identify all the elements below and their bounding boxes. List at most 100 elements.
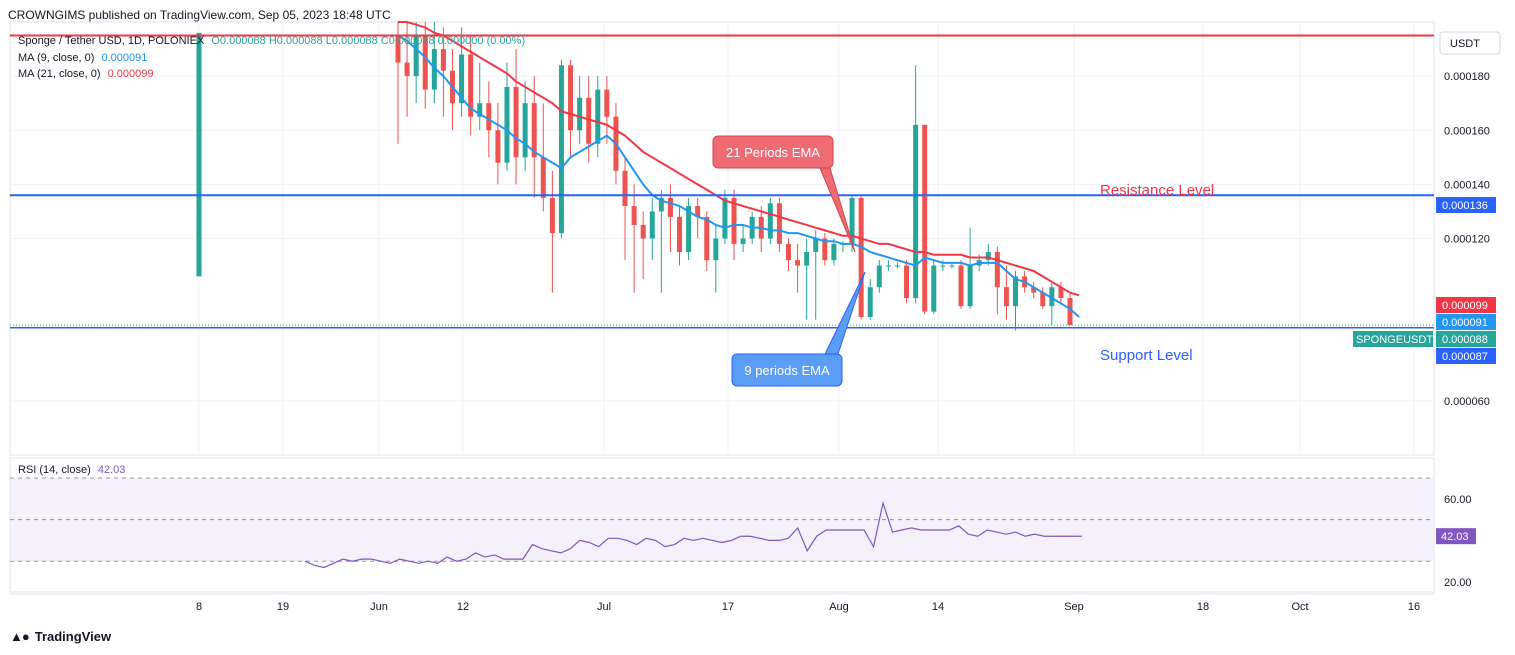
- symbol-tag-box: [1353, 331, 1433, 347]
- candle-body: [695, 206, 701, 217]
- candle-body: [649, 211, 655, 239]
- price-label-text: 0.000088: [1442, 334, 1488, 346]
- legend-ma9-value: 0.000091: [101, 52, 148, 64]
- candle-body: [949, 265, 955, 267]
- ema9-callout-text: 9 periods EMA: [744, 363, 830, 378]
- candle-body: [994, 252, 1000, 288]
- candle-body: [904, 265, 910, 299]
- currency-label: USDT: [1450, 38, 1480, 50]
- candle-body: [422, 35, 428, 90]
- candle-body: [767, 203, 773, 239]
- candle-body: [795, 260, 801, 266]
- price-label-box: [1436, 297, 1496, 313]
- candle-body: [586, 97, 592, 144]
- candle-body: [549, 197, 555, 234]
- candle-body: [622, 170, 628, 207]
- candle-body: [704, 216, 710, 261]
- legend-ma21-row[interactable]: MA (21, close, 0) 0.000099: [18, 68, 154, 80]
- rsi-value-label-box: [1436, 528, 1476, 545]
- ema21-callout-text: 21 Periods EMA: [726, 145, 820, 160]
- candle-body: [1031, 287, 1037, 293]
- time-tick-label: 16: [1408, 601, 1420, 613]
- publish-info: CROWNGIMS published on TradingView.com, …: [8, 8, 391, 22]
- legend-ma21-value: 0.000099: [107, 68, 154, 80]
- candle-body: [486, 103, 492, 131]
- candle-body: [1040, 292, 1046, 307]
- candle-body: [922, 124, 928, 312]
- candle-body: [822, 238, 828, 261]
- candle-body: [568, 65, 574, 131]
- candle-body: [867, 287, 873, 317]
- candle-body: [958, 265, 964, 307]
- legend-ohlc: O0.000088 H0.000088 L0.000088 C0.000088 …: [211, 35, 526, 47]
- ma21-line: [398, 21, 1080, 297]
- time-tick-label: Oct: [1291, 601, 1308, 613]
- price-label-box: [1436, 331, 1496, 347]
- time-tick-label: Jun: [370, 601, 388, 613]
- candle-body: [686, 206, 692, 253]
- candle-body: [440, 49, 446, 71]
- candle-body: [677, 216, 683, 253]
- rsi-tick-label: 20.00: [1444, 577, 1472, 589]
- candle-body: [885, 265, 891, 267]
- price-label-box: [1436, 314, 1496, 330]
- footer-brand-text: TradingView: [34, 629, 112, 644]
- candle-body: [1003, 287, 1009, 307]
- support-annotation: Support Level: [1100, 347, 1193, 364]
- candle-body: [776, 203, 782, 244]
- price-tick-label: 0.000060: [1444, 396, 1490, 408]
- candle-body: [722, 197, 728, 239]
- candle-body: [513, 86, 519, 158]
- candle-body: [1067, 298, 1073, 326]
- ma9-line: [397, 34, 1080, 318]
- candle-body: [731, 197, 737, 244]
- candle-body: [631, 206, 637, 225]
- ema21-callout-box: [712, 135, 834, 169]
- candle-body: [876, 265, 882, 288]
- candle-body: [849, 197, 855, 244]
- time-tick-label: Jul: [597, 601, 611, 613]
- time-tick-label: Sep: [1064, 601, 1084, 613]
- footer-brand[interactable]: ▲● TradingView: [10, 629, 111, 644]
- candle-body: [1058, 287, 1064, 299]
- candle-body: [931, 265, 937, 312]
- price-label-text: 0.000087: [1442, 351, 1488, 363]
- candle-body: [504, 86, 510, 163]
- time-tick-label: 19: [277, 601, 289, 613]
- candle-body: [468, 54, 474, 117]
- time-tick-label: 8: [196, 601, 202, 613]
- candle-body: [940, 265, 946, 267]
- price-tick-label: 0.000120: [1444, 234, 1490, 246]
- candle-body: [740, 238, 746, 244]
- time-tick-label: 17: [722, 601, 734, 613]
- legend-rsi-value: 42.03: [97, 464, 126, 476]
- legend-rsi-row[interactable]: RSI (14, close) 42.03: [18, 464, 125, 476]
- tradingview-logo-icon: ▲●: [10, 629, 30, 644]
- price-label-box: [1436, 348, 1496, 364]
- rsi-tick-label: 60.00: [1444, 494, 1472, 506]
- price-tick-label: 0.000180: [1444, 71, 1490, 83]
- candle-body: [459, 54, 465, 104]
- candle-body: [522, 103, 528, 158]
- candle-body: [1049, 287, 1055, 307]
- legend-rsi-label: RSI (14, close): [18, 464, 91, 476]
- candle-body: [913, 124, 919, 299]
- candle-body: [431, 49, 437, 90]
- price-tick-label: 0.000160: [1444, 125, 1490, 137]
- candle-body: [658, 197, 664, 212]
- price-label-text: 0.000091: [1442, 317, 1488, 329]
- price-label-text: 0.000099: [1442, 300, 1488, 312]
- candle-body: [404, 62, 410, 77]
- candle-body: [985, 252, 991, 261]
- candle-body: [196, 32, 202, 277]
- legend-symbol-row: Sponge / Tether USD, 1D, POLONIEX O0.000…: [18, 35, 525, 47]
- candle-body: [477, 103, 483, 117]
- legend-ma9-row[interactable]: MA (9, close, 0) 0.000091: [18, 52, 147, 64]
- candle-body: [558, 65, 564, 234]
- time-tick-label: Aug: [829, 601, 849, 613]
- time-tick-label: 14: [932, 601, 944, 613]
- candle-body: [1013, 276, 1019, 307]
- candle-body: [640, 224, 646, 239]
- legend-ma9-label: MA (9, close, 0): [18, 52, 95, 64]
- rsi-line: [304, 500, 1082, 569]
